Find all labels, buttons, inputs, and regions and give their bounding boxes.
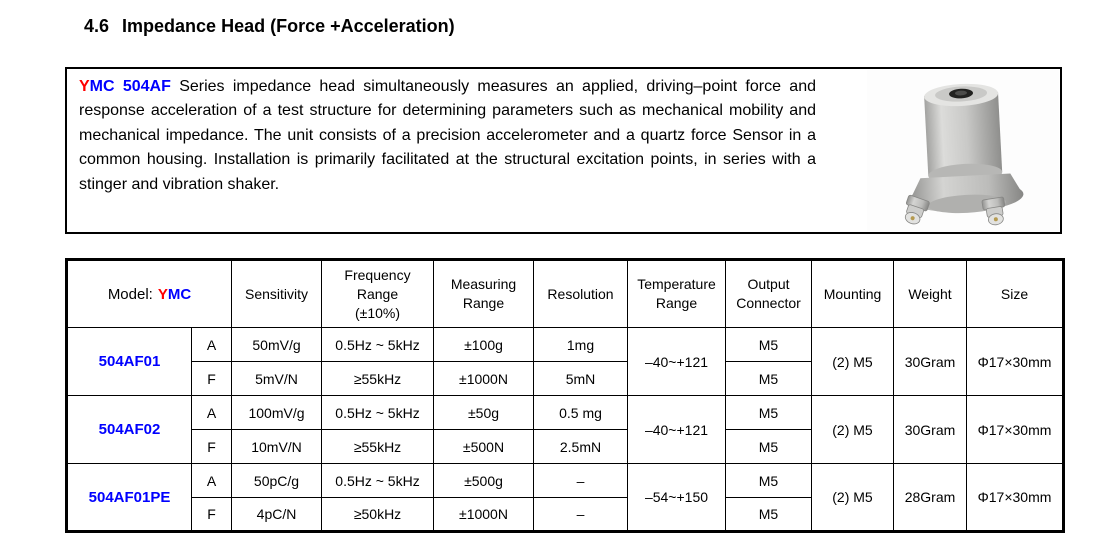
sensitivity-cell: 10mV/N: [231, 429, 322, 464]
mounting-cell: (2) M5: [811, 327, 894, 396]
col-header-mounting: Mounting: [811, 259, 894, 328]
table-row: F 10mV/N ≥55kHz ±500N 2.5mN M5: [67, 429, 1064, 464]
brand-name-rest: MC: [89, 78, 115, 95]
brand-name-first-letter: Y: [79, 78, 90, 95]
frequency-cell: 0.5Hz ~ 5kHz: [321, 327, 434, 362]
sensitivity-cell: 50pC/g: [231, 463, 322, 498]
measuring-cell: ±1000N: [433, 497, 534, 532]
col-header-sensitivity: Sensitivity: [231, 259, 322, 328]
measuring-cell: ±50g: [433, 395, 534, 430]
series-name: 504AF: [122, 78, 171, 95]
connector-cell: M5: [725, 497, 812, 532]
size-cell: Φ17×30mm: [966, 395, 1064, 464]
intro-paragraph: YMC 504AF Series impedance head simultan…: [79, 75, 816, 197]
model-header-brand-rest: MC: [167, 285, 192, 303]
weight-cell: 30Gram: [893, 395, 967, 464]
col-header-frequency-range: Frequency Range (±10%): [321, 259, 434, 328]
connector-cell: M5: [725, 429, 812, 464]
measuring-cell: ±1000N: [433, 361, 534, 396]
section-number: 4.6: [84, 16, 110, 36]
header-row: Model: YMC Sensitivity Frequency Range (±…: [66, 259, 1064, 328]
frequency-cell: ≥50kHz: [321, 497, 434, 532]
table-row: F 4pC/N ≥50kHz ±1000N – M5: [67, 497, 1064, 532]
connector-cell: M5: [725, 395, 812, 430]
sensitivity-cell: 100mV/g: [231, 395, 322, 430]
connector-cell: M5: [725, 463, 812, 498]
sensitivity-cell: 50mV/g: [231, 327, 322, 362]
frequency-cell: 0.5Hz ~ 5kHz: [321, 395, 434, 430]
col-header-output-connector: Output Connector: [725, 259, 812, 328]
impedance-head-illustration: [904, 83, 1024, 226]
table-row: F 5mV/N ≥55kHz ±1000N 5mN M5: [67, 361, 1064, 396]
channel-cell: A: [191, 463, 232, 498]
resolution-cell: 0.5 mg: [533, 395, 628, 430]
channel-cell: F: [191, 429, 232, 464]
connector-cell: M5: [725, 361, 812, 396]
intro-box: YMC 504AF Series impedance head simultan…: [65, 67, 1062, 234]
weight-cell: 28Gram: [893, 463, 967, 532]
model-name: 504AF01PE: [66, 463, 192, 532]
model-header: Model: YMC: [66, 259, 232, 328]
frequency-cell: ≥55kHz: [321, 429, 434, 464]
mounting-cell: (2) M5: [811, 463, 894, 532]
resolution-cell: –: [533, 463, 628, 498]
table-row: 504AF01PE A 50pC/g 0.5Hz ~ 5kHz ±500g – …: [66, 463, 1064, 532]
weight-cell: 30Gram: [893, 327, 967, 396]
size-cell: Φ17×30mm: [966, 327, 1064, 396]
sensitivity-cell: 4pC/N: [231, 497, 322, 532]
model-header-label: Model:: [107, 285, 153, 303]
col-header-size: Size: [966, 259, 1064, 328]
sensitivity-cell: 5mV/N: [231, 361, 322, 396]
frequency-cell: ≥55kHz: [321, 361, 434, 396]
table-row: 504AF02 A 100mV/g 0.5Hz ~ 5kHz ±50g 0.5 …: [66, 395, 1064, 464]
col-header-resolution: Resolution: [533, 259, 628, 328]
temperature-cell: –40~+121: [627, 395, 726, 464]
size-cell: Φ17×30mm: [966, 463, 1064, 532]
temperature-cell: –40~+121: [627, 327, 726, 396]
resolution-cell: 5mN: [533, 361, 628, 396]
measuring-cell: ±100g: [433, 327, 534, 362]
channel-cell: A: [191, 327, 232, 362]
col-header-temperature-range: Temperature Range: [627, 259, 726, 328]
section-title: Impedance Head (Force +Acceleration): [122, 16, 455, 36]
resolution-cell: 1mg: [533, 327, 628, 362]
col-header-measuring-range: Measuring Range: [433, 259, 534, 328]
spec-table: Model: YMC Sensitivity Frequency Range (±…: [65, 258, 1065, 533]
frequency-cell: 0.5Hz ~ 5kHz: [321, 463, 434, 498]
temperature-cell: –54~+150: [627, 463, 726, 532]
intro-body-text: Series impedance head simultaneously mea…: [79, 78, 816, 193]
table-row: 504AF01 A 50mV/g 0.5Hz ~ 5kHz ±100g 1mg …: [66, 327, 1064, 396]
model-header-brand-first: Y: [157, 285, 168, 303]
col-header-weight: Weight: [893, 259, 967, 328]
channel-cell: F: [191, 497, 232, 532]
section-heading: 4.6 Impedance Head (Force +Acceleration): [84, 16, 455, 37]
model-name: 504AF02: [66, 395, 192, 464]
channel-cell: A: [191, 395, 232, 430]
mounting-cell: (2) M5: [811, 395, 894, 464]
channel-cell: F: [191, 361, 232, 396]
product-photo: [867, 70, 1059, 231]
model-name: 504AF01: [66, 327, 192, 396]
measuring-cell: ±500N: [433, 429, 534, 464]
resolution-cell: –: [533, 497, 628, 532]
resolution-cell: 2.5mN: [533, 429, 628, 464]
connector-cell: M5: [725, 327, 812, 362]
measuring-cell: ±500g: [433, 463, 534, 498]
